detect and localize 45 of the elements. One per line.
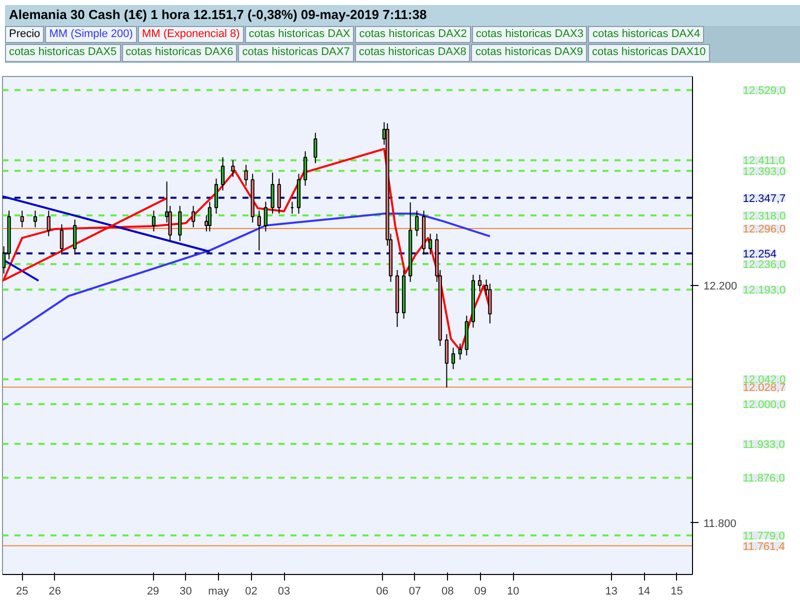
text: cotas historicas DAX10 xyxy=(588,44,710,62)
x-tick-label: 03 xyxy=(278,586,290,598)
x-tick-label: 06 xyxy=(376,586,388,598)
text: cotas historicas DAX7 xyxy=(238,44,354,62)
x-tick-label: 30 xyxy=(180,586,192,598)
y-tick-label: 12.200 xyxy=(704,280,738,292)
ref-line-label: 12.000,0 xyxy=(742,399,786,412)
x-tick-label: 10 xyxy=(507,586,520,598)
ref-line-label: 12.193,0 xyxy=(742,284,786,297)
ref-line-label: 12.236,0 xyxy=(742,259,786,272)
y-tick-label: 11.800 xyxy=(704,518,736,530)
text: MM (Exponencial 8) xyxy=(138,26,244,44)
x-tick-label: 25 xyxy=(16,586,28,598)
text: cotas historicas DAX5 xyxy=(5,44,121,62)
ref-line-label: 12.393,0 xyxy=(742,166,786,178)
ref-line-label: 12.318,0 xyxy=(742,210,786,222)
text: MM (Simple 200) xyxy=(45,26,137,44)
ref-line-label: 12.347,7 xyxy=(742,192,786,205)
ref-line-label: 12.529,0 xyxy=(742,85,786,98)
x-tick-label: may xyxy=(208,586,230,598)
x-tick-label: 26 xyxy=(48,586,62,598)
text: cotas historicas DAX4 xyxy=(588,26,704,44)
ref-line-label: 11.876,0 xyxy=(742,472,785,485)
ref-line-label: 11.933,0 xyxy=(742,438,785,451)
ref-line-label: 12.411,0 xyxy=(742,155,785,168)
x-tick-label: 14 xyxy=(638,586,650,598)
x-tick-label: 09 xyxy=(474,586,487,598)
text: cotas historicas DAX6 xyxy=(122,44,238,62)
ref-line-label: 12.254 xyxy=(742,248,776,260)
x-tick-label: 08 xyxy=(442,586,454,598)
chart-title: Alemania 30 Cash (1€) 1 hora 12.151,7 (-0,38%) 09-may-2019 7:11:38 xyxy=(5,5,800,26)
x-tick-label: 29 xyxy=(146,586,160,598)
text: Precio xyxy=(5,26,44,44)
text: cotas historicas DAX3 xyxy=(472,26,588,44)
ref-line-label: 11.761,4 xyxy=(742,540,785,553)
text: cotas historicas DAX xyxy=(244,26,354,44)
text: cotas historicas DAX9 xyxy=(471,44,588,62)
x-tick-label: 13 xyxy=(605,586,618,598)
x-tick-label: 02 xyxy=(245,586,258,598)
text: cotas historicas DAX8 xyxy=(354,44,470,62)
ref-line-label: 11.779,0 xyxy=(742,530,785,542)
text: cotas historicas DAX2 xyxy=(355,26,471,44)
ref-line-label: 12.296,0 xyxy=(742,223,786,236)
x-tick-label: 15 xyxy=(670,586,683,598)
x-tick-label: 07 xyxy=(408,586,422,598)
